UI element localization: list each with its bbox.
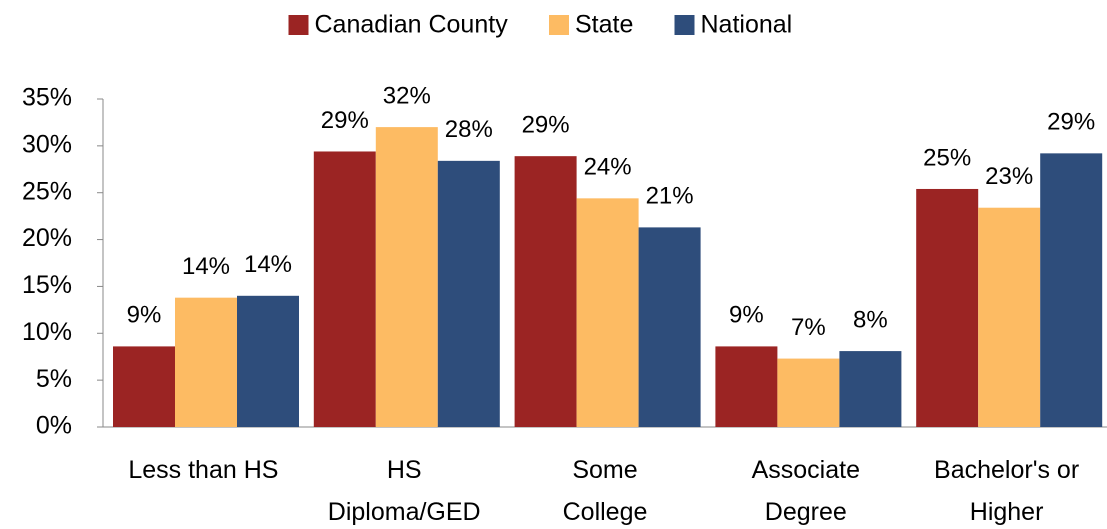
y-tick-label: 25% [22, 177, 72, 205]
bar [514, 156, 577, 427]
bar [777, 358, 840, 427]
bar [113, 346, 175, 427]
bar [638, 227, 701, 427]
x-tick-label-line: Degree [765, 498, 847, 526]
x-tick-label-line: Some [572, 456, 637, 484]
bar [916, 188, 979, 427]
bar [1040, 153, 1103, 427]
y-tick-label: 0% [36, 412, 72, 440]
bar [576, 198, 639, 427]
data-label: 25% [923, 144, 971, 171]
y-tick-label: 30% [22, 130, 72, 158]
x-tick-label-line: HS [387, 456, 422, 484]
x-tick-label-line: Bachelor's or [934, 456, 1079, 484]
y-tick-label: 15% [22, 271, 72, 299]
bar [978, 207, 1041, 427]
x-tick-label-line: College [563, 498, 648, 526]
x-tick-label: Some College [563, 456, 648, 526]
data-label: 8% [853, 306, 888, 333]
x-tick-label: Less than HS [128, 456, 278, 484]
y-tick-label: 35% [22, 84, 72, 112]
bar [175, 297, 237, 427]
bar [313, 151, 376, 428]
legend-label: State [575, 11, 633, 39]
x-tick-label-line: Higher [970, 498, 1044, 526]
bar [437, 160, 500, 427]
data-label: 9% [729, 302, 764, 329]
y-tick-label: 5% [36, 365, 72, 393]
bar [715, 346, 778, 427]
y-tick-label: 10% [22, 318, 72, 346]
data-label: 28% [445, 116, 493, 143]
data-label: 24% [584, 154, 632, 181]
x-tick-label: Bachelor's or Higher [934, 456, 1079, 526]
data-label: 7% [791, 314, 826, 341]
x-tick-label: HS Diploma/GED [328, 456, 481, 526]
x-tick-label-line: Associate [752, 456, 860, 484]
data-label: 21% [646, 183, 694, 210]
legend-swatch [288, 15, 309, 35]
data-label: 14% [244, 251, 292, 278]
legend-label: Canadian County [315, 11, 509, 39]
data-label: 32% [383, 82, 431, 109]
x-tick-label-line: Less than HS [128, 456, 278, 484]
data-label: 9% [127, 302, 162, 329]
bar [237, 295, 299, 427]
data-label: 29% [321, 107, 369, 134]
bar [375, 127, 438, 427]
legend-swatch [549, 15, 569, 35]
y-tick-label: 20% [22, 224, 72, 252]
legend-swatch [674, 15, 695, 35]
data-label: 23% [985, 163, 1033, 190]
data-label: 29% [522, 112, 570, 139]
data-label: 29% [1047, 109, 1095, 136]
legend-label: National [701, 11, 793, 39]
x-tick-label-line: Diploma/GED [328, 498, 481, 526]
data-label: 14% [182, 253, 230, 280]
bar [839, 351, 902, 427]
x-tick-label: Associate Degree [752, 456, 860, 526]
